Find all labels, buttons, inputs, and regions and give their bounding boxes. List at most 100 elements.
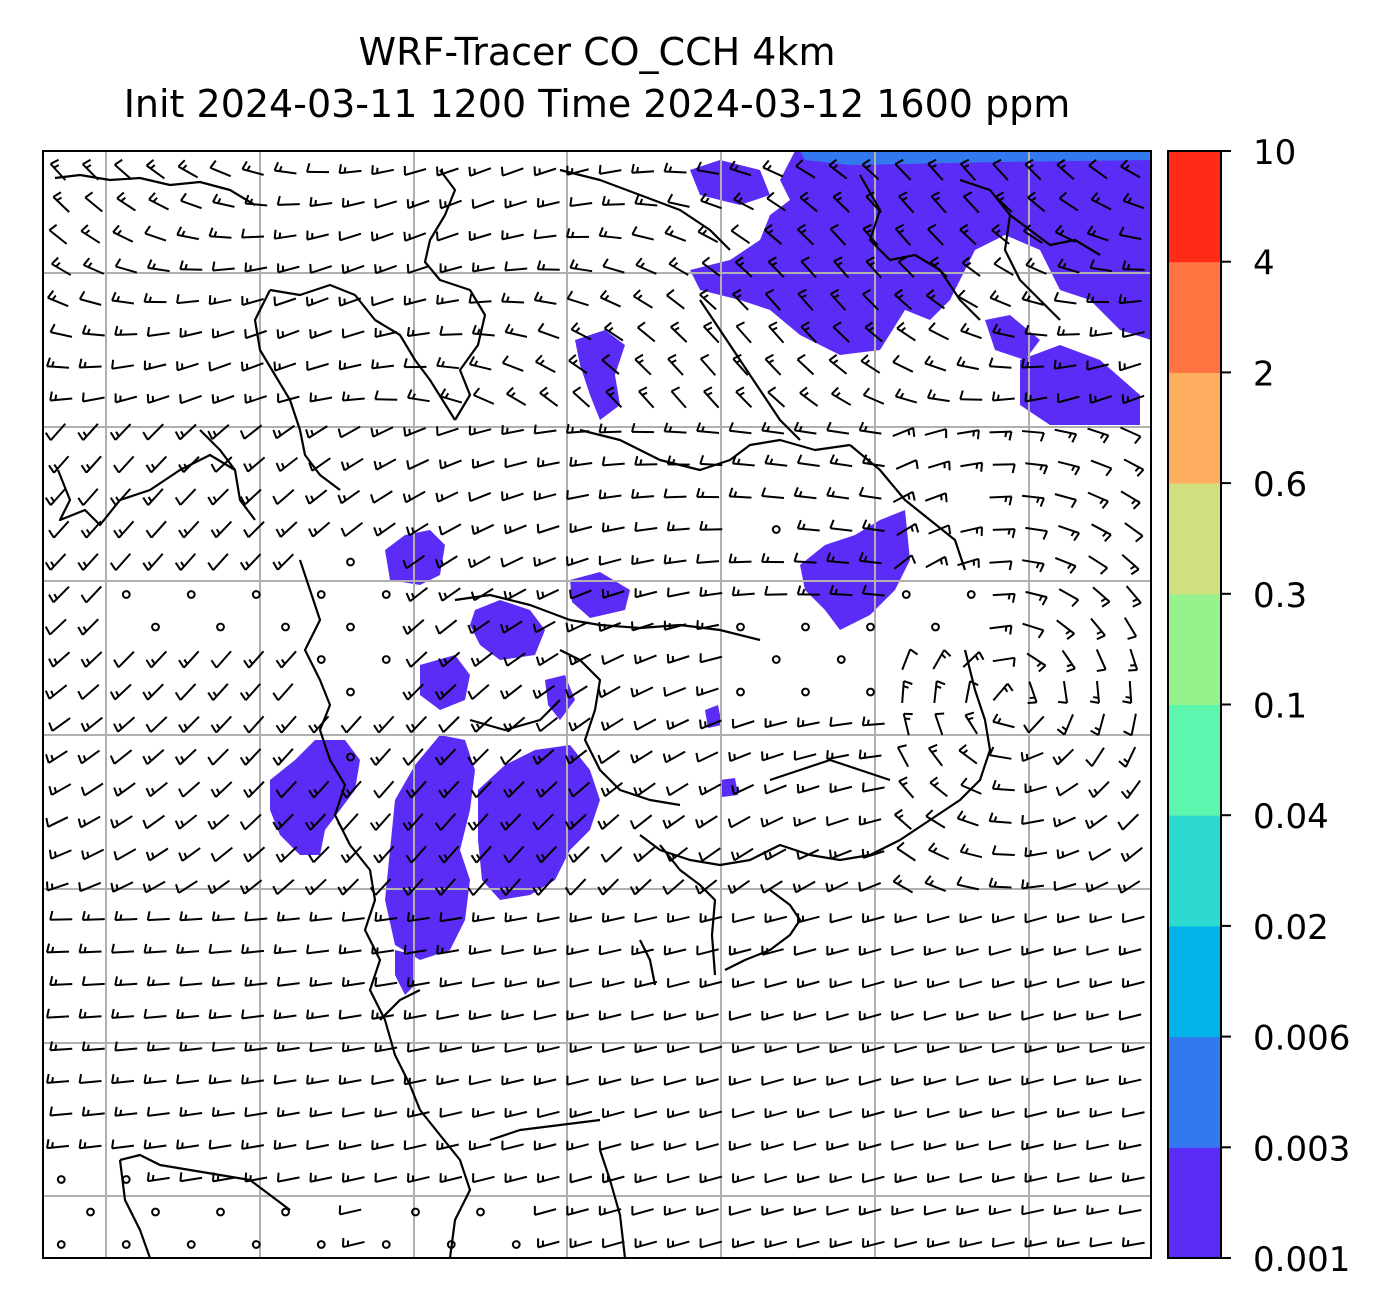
wind-barb-feather [1052,756,1059,766]
wind-barb [539,386,559,407]
wind-barb [1089,1107,1113,1118]
coastline [598,1149,627,1258]
wind-barb [113,716,136,733]
wind-barb [800,321,817,344]
wind-barb-feather [798,425,803,432]
wind-barb [276,976,300,987]
wind-barb [239,488,262,506]
wind-barb [179,1041,203,1052]
wind-barb [439,912,463,923]
wind-barb-shaft [1025,396,1048,403]
wind-barb-feather [704,721,707,727]
wind-barb-feather [537,322,545,332]
wind-barb-shaft [1119,362,1142,372]
wind-barb-shaft [567,1013,589,1021]
wind-barb [764,353,782,376]
wind-barb-feather [184,914,188,921]
calm-wind-marker [381,655,391,664]
wind-barb-shaft [732,592,755,597]
wind-barb-feather [533,424,537,434]
wind-barb-shaft [635,527,658,532]
wind-barb-feather [861,584,867,594]
wind-barb-shaft [927,163,944,181]
wind-barb-feather [51,256,59,265]
wind-barb [663,554,687,565]
wind-barb-shaft [764,358,782,376]
wind-barb [537,1238,560,1249]
wind-barb [1053,1205,1077,1216]
wind-barb-shaft [958,749,978,765]
calm-wind-marker [281,1207,290,1217]
wind-barb-feather [245,561,250,567]
wind-barb-feather [865,256,875,263]
wind-barb-shaft [79,365,102,369]
wind-barb-feather [964,847,969,854]
wind-barb-feather [793,421,800,431]
wind-barb-feather [272,757,279,766]
wind-barb-feather [1011,593,1016,603]
wind-barb [630,750,653,764]
wind-barb-shaft [345,845,362,864]
wind-barb-feather [701,426,705,432]
wind-barb-feather [1069,565,1077,574]
wind-barb [467,555,491,569]
wind-barb-feather [275,724,283,734]
wind-barb-feather [369,822,377,831]
wind-barb [957,557,980,568]
wind-barb-feather [472,625,477,631]
wind-barb-shaft [859,1013,882,1021]
wind-barb [1122,978,1145,989]
wind-barb-shaft [568,359,588,375]
wind-barb-feather [277,561,283,567]
wind-barb-feather [797,884,802,891]
wind-barb-shaft [84,196,103,213]
wind-barb-shaft [762,752,784,762]
wind-barb-shaft [924,362,947,372]
wind-barb [45,816,69,828]
wind-barb-feather [379,914,382,921]
wind-barb [373,458,397,471]
wind-barb-shaft [901,648,912,671]
wind-barb-shaft [567,1143,589,1151]
wind-barb-feather [829,585,835,595]
wind-barb-feather [1053,1205,1057,1215]
calm-wind-marker [251,1240,261,1249]
wind-barb [572,386,591,408]
wind-barb [49,391,73,402]
wind-barb-feather [314,199,317,206]
wind-barb [858,486,882,500]
wind-barb-shaft [957,1013,979,1021]
wind-barb-feather [215,788,221,795]
wind-barb [927,842,950,861]
wind-barb-feather [341,1042,345,1052]
wind-barb-shaft [1055,816,1076,828]
wind-barb-feather [1023,224,1032,232]
wind-barb-shaft [957,1208,979,1216]
wind-barb-feather [858,882,862,892]
wind-barb-shaft [473,523,495,536]
wind-barb-feather [638,853,643,859]
wind-barb-feather [907,493,911,500]
wind-barb-shaft [212,330,235,339]
wind-barb-feather [116,1077,119,1083]
wind-barb [112,224,134,243]
wind-barb-feather [310,821,315,827]
wind-barb [988,746,1012,760]
wind-barb-feather [931,191,940,198]
wind-barb [734,256,753,278]
wind-barb-feather [441,360,445,367]
wind-barb-shaft [116,782,136,797]
wind-barb-shaft [633,750,653,764]
wind-barb [434,748,457,766]
wind-barb-shaft [957,295,979,309]
wind-barb [831,386,852,406]
wind-barb-shaft [667,591,690,598]
wind-barb-shaft [732,1240,755,1249]
wind-barb-shaft [1122,268,1145,271]
wind-barb-feather [533,229,537,239]
wind-barb-shaft [1088,164,1108,180]
wind-barb-feather [731,785,735,795]
wind-barb-feather [77,818,82,828]
wind-barb-feather [78,1073,83,1084]
wind-barb-feather [764,353,774,360]
